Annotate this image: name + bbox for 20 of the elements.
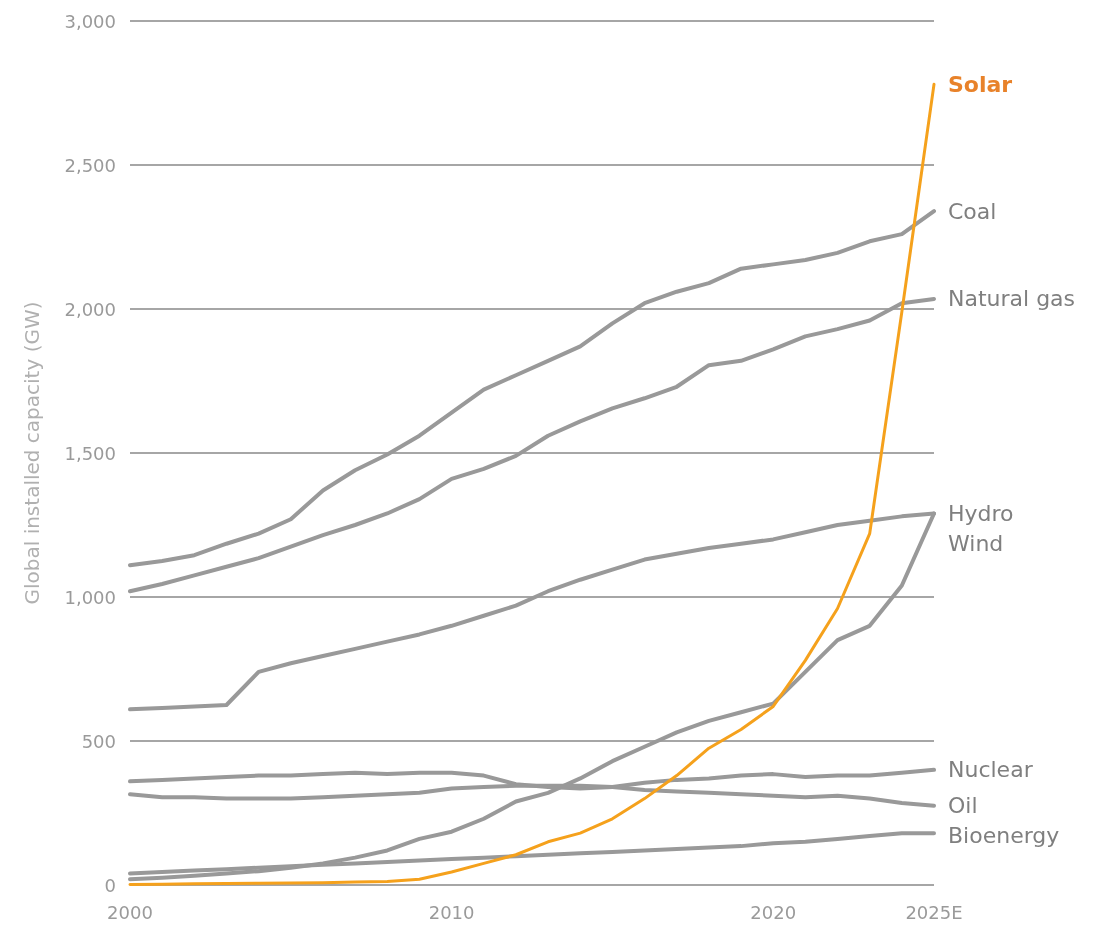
y-axis-title: Global installed capacity (GW) bbox=[20, 301, 44, 605]
y-tick-label: 3,000 bbox=[64, 10, 116, 32]
y-tick-label: 1,500 bbox=[64, 442, 116, 464]
series-label: Hydro bbox=[948, 500, 1014, 526]
series-label: Wind bbox=[948, 530, 1004, 556]
x-tick-label: 2000 bbox=[107, 901, 153, 923]
y-tick-label: 1,000 bbox=[64, 586, 116, 608]
y-tick-label: 2,500 bbox=[64, 154, 116, 176]
series-label: Nuclear bbox=[948, 757, 1034, 783]
x-tick-label: 2020 bbox=[750, 901, 797, 923]
y-tick-label: 500 bbox=[81, 730, 116, 752]
series-label: Oil bbox=[948, 793, 978, 819]
y-tick-label: 2,000 bbox=[64, 298, 116, 320]
x-tick-label: 2025E bbox=[905, 901, 963, 923]
series-label: Coal bbox=[948, 198, 997, 224]
x-tick-label: 2010 bbox=[428, 901, 475, 923]
series-label: Bioenergy bbox=[948, 823, 1060, 849]
series-label: Natural gas bbox=[948, 286, 1076, 312]
series-label: Solar bbox=[948, 71, 1013, 97]
y-tick-label: 0 bbox=[104, 874, 116, 896]
